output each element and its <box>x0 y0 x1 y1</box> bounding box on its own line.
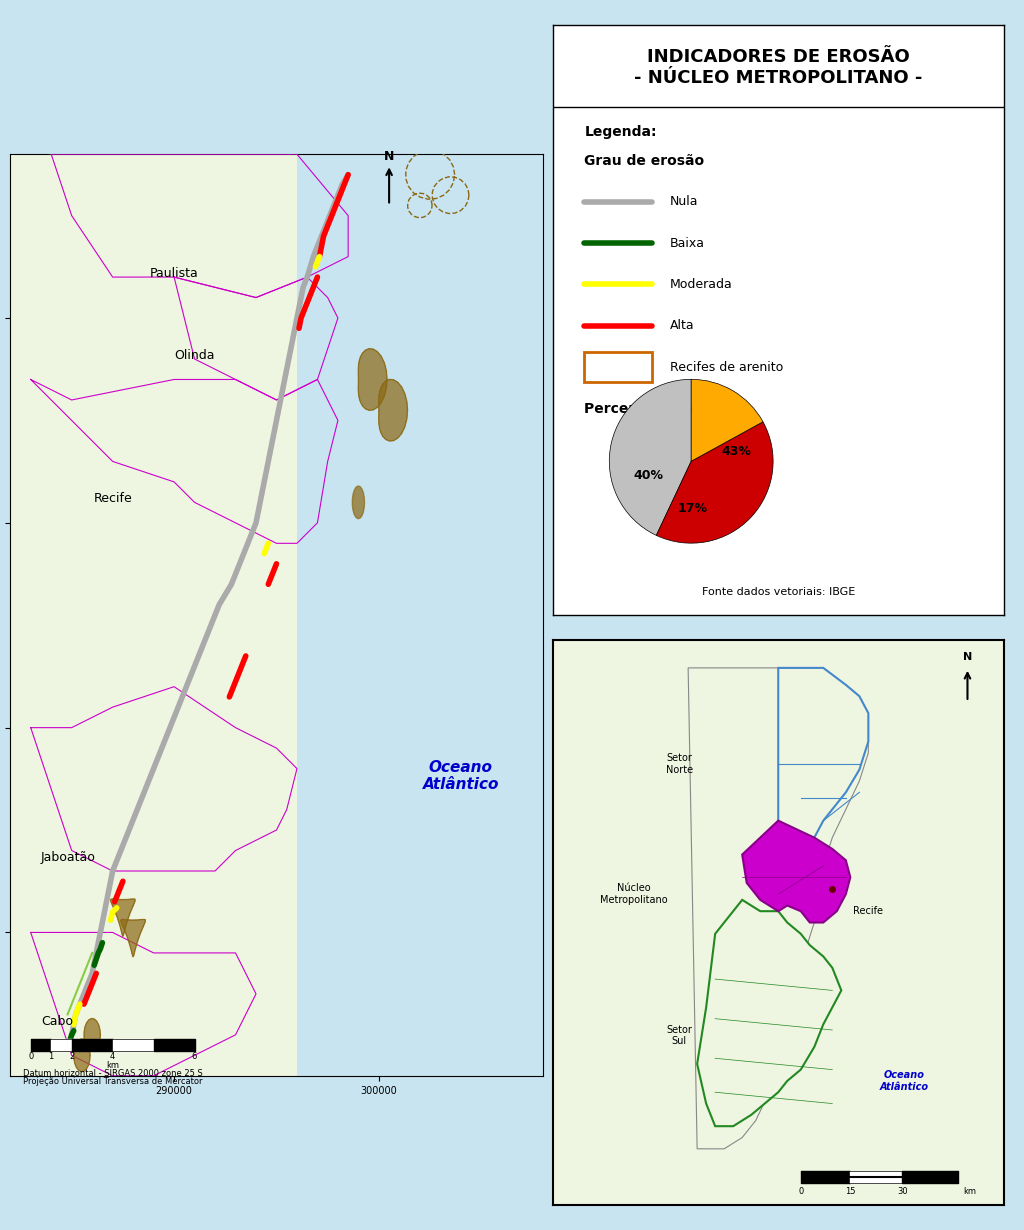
Text: Moderada: Moderada <box>670 278 733 290</box>
Text: 2: 2 <box>69 1053 75 1061</box>
Polygon shape <box>121 919 145 957</box>
Text: Baixa: Baixa <box>670 236 706 250</box>
Polygon shape <box>10 154 420 1076</box>
Text: Fonte dados vetoriais: IBGE: Fonte dados vetoriais: IBGE <box>701 587 855 598</box>
Text: Cabo: Cabo <box>41 1015 73 1027</box>
Text: N: N <box>963 652 972 662</box>
Wedge shape <box>691 379 763 461</box>
Text: Recifes de arenito: Recifes de arenito <box>670 360 783 374</box>
Text: 17%: 17% <box>678 502 708 515</box>
Wedge shape <box>609 379 691 535</box>
Polygon shape <box>688 668 868 1149</box>
Text: Núcleo
Metropolitano: Núcleo Metropolitano <box>600 883 668 905</box>
Text: Percentual de erosão: Percentual de erosão <box>585 402 752 417</box>
Text: 0: 0 <box>798 1187 804 1196</box>
Text: N: N <box>384 150 394 164</box>
Text: Jaboatão: Jaboatão <box>41 851 96 863</box>
Text: Grau de erosão: Grau de erosão <box>585 155 705 169</box>
Text: INDICADORES DE EROSÃO
- NÚCLEO METROPOLITANO -: INDICADORES DE EROSÃO - NÚCLEO METROPOLI… <box>634 48 923 87</box>
Text: Paulista: Paulista <box>150 267 199 280</box>
Text: Alta: Alta <box>670 320 694 332</box>
Text: Recife: Recife <box>853 907 884 916</box>
Text: 4: 4 <box>110 1053 116 1061</box>
Text: Setor
Sul: Setor Sul <box>667 1025 692 1047</box>
Polygon shape <box>74 1039 90 1071</box>
Text: Legenda:: Legenda: <box>585 125 657 139</box>
Text: Oceano
Atlântico: Oceano Atlântico <box>880 1070 929 1092</box>
Polygon shape <box>352 486 365 519</box>
Text: Projeção Universal Transversa de Mercator: Projeção Universal Transversa de Mercato… <box>23 1077 203 1086</box>
Text: km: km <box>963 1187 976 1196</box>
Polygon shape <box>697 900 842 1127</box>
Polygon shape <box>84 1018 100 1052</box>
Polygon shape <box>111 899 135 936</box>
Text: 15: 15 <box>845 1187 856 1196</box>
Wedge shape <box>656 422 773 544</box>
Polygon shape <box>742 820 850 922</box>
Polygon shape <box>778 668 868 838</box>
Text: Datum horizontal - SIRGAS 2000 zone 25 S: Datum horizontal - SIRGAS 2000 zone 25 S <box>23 1069 203 1077</box>
Text: km: km <box>106 1060 119 1070</box>
FancyBboxPatch shape <box>585 352 652 381</box>
Text: 40%: 40% <box>634 470 664 482</box>
Polygon shape <box>379 379 408 442</box>
Text: Setor
Norte: Setor Norte <box>666 753 692 775</box>
Polygon shape <box>358 348 387 411</box>
Text: Olinda: Olinda <box>174 349 215 362</box>
Text: 30: 30 <box>897 1187 907 1196</box>
Text: Nula: Nula <box>670 196 698 208</box>
Text: Oceano
Atlântico: Oceano Atlântico <box>423 760 499 792</box>
Text: Recife: Recife <box>93 492 132 506</box>
Text: 1: 1 <box>48 1053 54 1061</box>
Text: 6: 6 <box>191 1053 198 1061</box>
Polygon shape <box>297 154 543 1076</box>
Text: 0: 0 <box>28 1053 34 1061</box>
Text: 43%: 43% <box>721 445 752 458</box>
